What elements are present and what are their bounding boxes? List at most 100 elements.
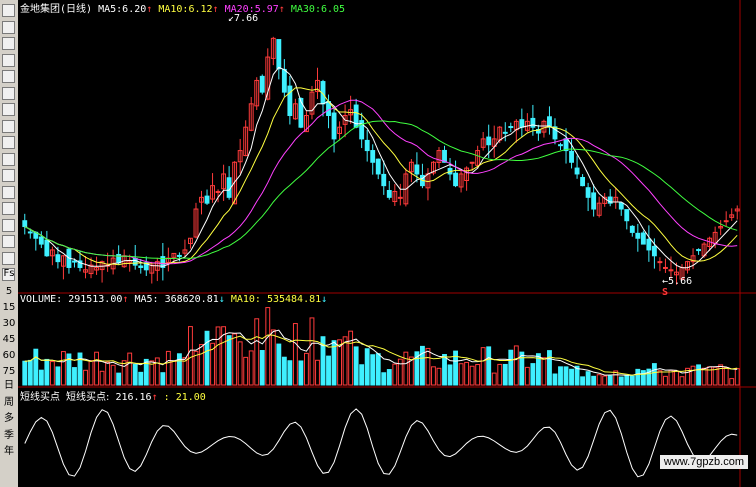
volume-bar [679, 376, 685, 386]
candle-body [188, 237, 193, 245]
volume-bar [199, 344, 204, 386]
volume-bar [386, 369, 392, 386]
volume-bar [232, 333, 238, 386]
volume-bar [143, 358, 149, 386]
volume-bar [281, 356, 287, 386]
volume-bar [337, 339, 343, 386]
volume-bar [602, 375, 608, 386]
price-panel [22, 36, 740, 285]
volume-bar [718, 364, 724, 386]
toolbar-label-0[interactable]: Fs [3, 268, 15, 279]
pen-icon[interactable] [2, 268, 15, 281]
candle-body [292, 103, 298, 120]
candle-body [138, 265, 144, 268]
volume-tick-label: 75 [2, 366, 16, 377]
ma20-value: 5.97 [254, 4, 279, 15]
volume-tick-label: 15 [2, 302, 16, 313]
volume-bar [259, 350, 265, 386]
volume-bar [353, 346, 359, 386]
candle-body [607, 196, 613, 204]
dollar-icon[interactable] [2, 218, 15, 232]
ma20-arrow: ↑ [278, 4, 285, 15]
volume-bar [381, 372, 387, 386]
candle-body [475, 150, 481, 166]
chart-icon[interactable] [2, 4, 15, 17]
volume-bar [414, 351, 420, 386]
volume-bar [651, 363, 657, 386]
candle-body [243, 126, 249, 157]
volume-header: VOLUME: 291513.00↑ MA5: 368620.81↓ MA10:… [20, 294, 327, 305]
candle-body [508, 126, 514, 129]
candle-body [408, 161, 414, 173]
volume-bar [497, 363, 503, 386]
bar-icon[interactable] [2, 53, 15, 67]
candle-body [386, 189, 392, 198]
func-icon[interactable] [2, 169, 15, 182]
candle-body [331, 112, 337, 140]
candle-body [602, 196, 608, 204]
volume-bar [569, 368, 574, 386]
line-icon[interactable] [2, 37, 15, 50]
arrow-icon[interactable] [2, 251, 15, 265]
page-icon[interactable] [2, 119, 15, 133]
volume-bar [696, 364, 702, 386]
kline-icon[interactable] [2, 20, 15, 34]
toolbar-label-1[interactable]: 日 [4, 380, 14, 391]
volume-bar [105, 361, 111, 386]
volume-bar [486, 346, 492, 386]
volume-bar [342, 336, 348, 386]
volume-bar [348, 330, 354, 386]
toolbar-label-3[interactable]: 多 [4, 413, 14, 424]
volume-bar [33, 348, 39, 386]
volume-tick-label: 5 [5, 286, 13, 297]
list-icon[interactable] [2, 86, 15, 100]
volume-bar [165, 350, 171, 386]
volume-bar [408, 356, 414, 386]
volume-bar [397, 358, 403, 386]
volume-bar [729, 378, 735, 386]
volume-bar [359, 364, 365, 386]
volume-bar [574, 365, 580, 386]
candle-body [690, 255, 696, 263]
volume-bar [701, 367, 707, 386]
candle-body [204, 195, 210, 204]
toolbar-label-2[interactable]: 周 [4, 396, 14, 408]
f10-icon[interactable] [2, 103, 15, 116]
f12-icon[interactable] [2, 136, 15, 149]
toolbar-label-4[interactable]: 季 [4, 429, 14, 441]
volume-bar [55, 366, 61, 386]
candle-body [182, 249, 188, 254]
volume-bar [243, 356, 249, 386]
ma5-label: MA5: [98, 4, 123, 15]
volume-bar [176, 353, 182, 386]
ma30-value: 6.05 [320, 4, 346, 15]
volume-label: VOLUME: [20, 294, 63, 305]
volume-bar [425, 347, 431, 386]
rsi-icon[interactable] [2, 202, 15, 215]
candle-body [88, 264, 94, 275]
vol-ma5-label: MA5: [134, 294, 159, 305]
volume-bar [77, 352, 83, 386]
volume-bar [392, 363, 398, 386]
candle-body [259, 75, 265, 93]
toolbar-label-5[interactable]: 年 [4, 446, 14, 457]
vol-ma5-arrow: ↓ [218, 294, 225, 305]
candle-body [298, 97, 304, 128]
volume-bar [447, 364, 453, 386]
indicator-header: 短线买点 短线买点: 216.16↑ : 21.00 [20, 388, 206, 403]
move-icon[interactable] [2, 235, 15, 248]
search-icon[interactable] [2, 152, 15, 166]
volume-bar [149, 360, 155, 386]
volume-bar [469, 365, 475, 386]
grid-icon[interactable] [2, 70, 15, 83]
volume-tick-label: 60 [2, 350, 16, 361]
candle-body [49, 249, 55, 257]
volume-bar [558, 366, 563, 386]
candle-body [618, 202, 624, 210]
volume-bar [94, 351, 99, 386]
volume-bar [563, 366, 569, 386]
volume-bar [458, 363, 464, 386]
zoom-icon[interactable] [2, 185, 15, 199]
volume-bar [491, 372, 497, 386]
volume-bar [547, 350, 552, 386]
